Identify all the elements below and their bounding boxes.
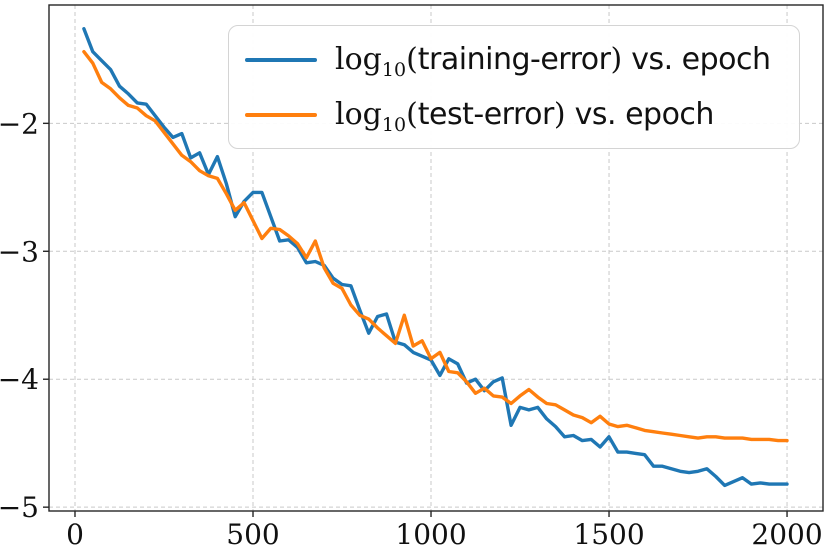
legend-log-subscript: 10 xyxy=(381,113,407,136)
legend: log10(training-error) vs. epoch log10(te… xyxy=(228,25,800,149)
legend-label-test: log10(test-error) vs. epoch xyxy=(335,96,715,134)
test-line-swatch xyxy=(245,112,317,117)
legend-series-name: test-error xyxy=(417,96,555,132)
x-tick-label: 2000 xyxy=(751,518,822,551)
legend-label-training: log10(training-error) vs. epoch xyxy=(335,41,771,79)
y-tick-label: −4 xyxy=(0,363,39,396)
y-axis: −2 −3 −4 −5 xyxy=(0,107,49,524)
y-tick-label: −3 xyxy=(0,235,39,268)
x-axis: 0 500 1000 1500 2000 xyxy=(66,511,823,551)
legend-vs-epoch-text: vs. epoch xyxy=(622,41,771,77)
legend-open-paren: ( xyxy=(406,41,418,77)
test-error-line xyxy=(82,50,789,443)
legend-entry-training: log10(training-error) vs. epoch xyxy=(245,35,799,85)
legend-close-paren: ) xyxy=(553,96,566,132)
x-tick-label: 0 xyxy=(66,518,84,551)
plot-border xyxy=(48,4,824,512)
training-line-swatch xyxy=(245,57,317,62)
y-tick-label: −5 xyxy=(0,491,39,524)
legend-close-paren: ) xyxy=(610,41,623,77)
legend-log-subscript: 10 xyxy=(381,58,407,81)
y-tick-label: −2 xyxy=(0,107,39,140)
legend-vs-epoch-text: vs. epoch xyxy=(565,96,715,132)
x-tick-label: 1000 xyxy=(395,518,466,551)
legend-open-paren: ( xyxy=(406,96,418,132)
x-tick-label: 500 xyxy=(226,518,279,551)
x-tick-label: 1500 xyxy=(573,518,644,551)
legend-entry-test: log10(test-error) vs. epoch xyxy=(245,90,799,140)
training-error-line xyxy=(82,27,789,488)
legend-series-name: training-error xyxy=(417,41,611,77)
legend-log-text: log xyxy=(335,41,382,77)
legend-log-text: log xyxy=(335,96,382,132)
